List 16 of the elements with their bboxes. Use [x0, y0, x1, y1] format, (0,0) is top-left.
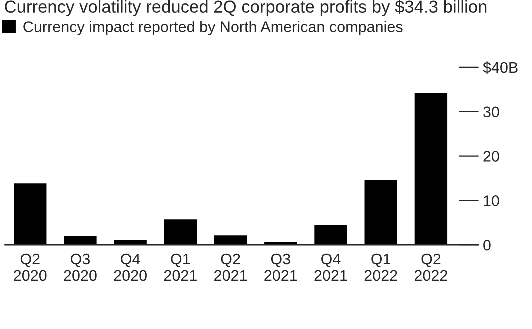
y-tick-label: 0: [484, 240, 491, 251]
x-tick-label: Q2 2022: [414, 254, 448, 282]
x-tick-label: Q3 2020: [64, 254, 97, 282]
chart-title: Currency volatility reduced 2Q corporate profits by $34.3 billion: [5, 0, 487, 16]
x-tick-label: Q1 2021: [164, 254, 197, 282]
y-tick-label: 20: [484, 151, 500, 162]
x-tick-label: Q1 2022: [364, 254, 398, 282]
x-tick-label: Q4 2021: [314, 254, 348, 282]
y-tick-label: $40B: [483, 62, 518, 74]
y-tick-label: 10: [484, 196, 500, 206]
x-tick-label: Q2 2020: [14, 254, 47, 282]
y-tick-label: 30: [484, 106, 500, 118]
x-tick-label: Q4 2020: [114, 254, 147, 282]
legend-label: Currency impact reported by North American companies: [24, 21, 403, 36]
x-tick-label: Q3 2021: [264, 254, 298, 282]
x-tick-label: Q2 2021: [214, 254, 248, 282]
